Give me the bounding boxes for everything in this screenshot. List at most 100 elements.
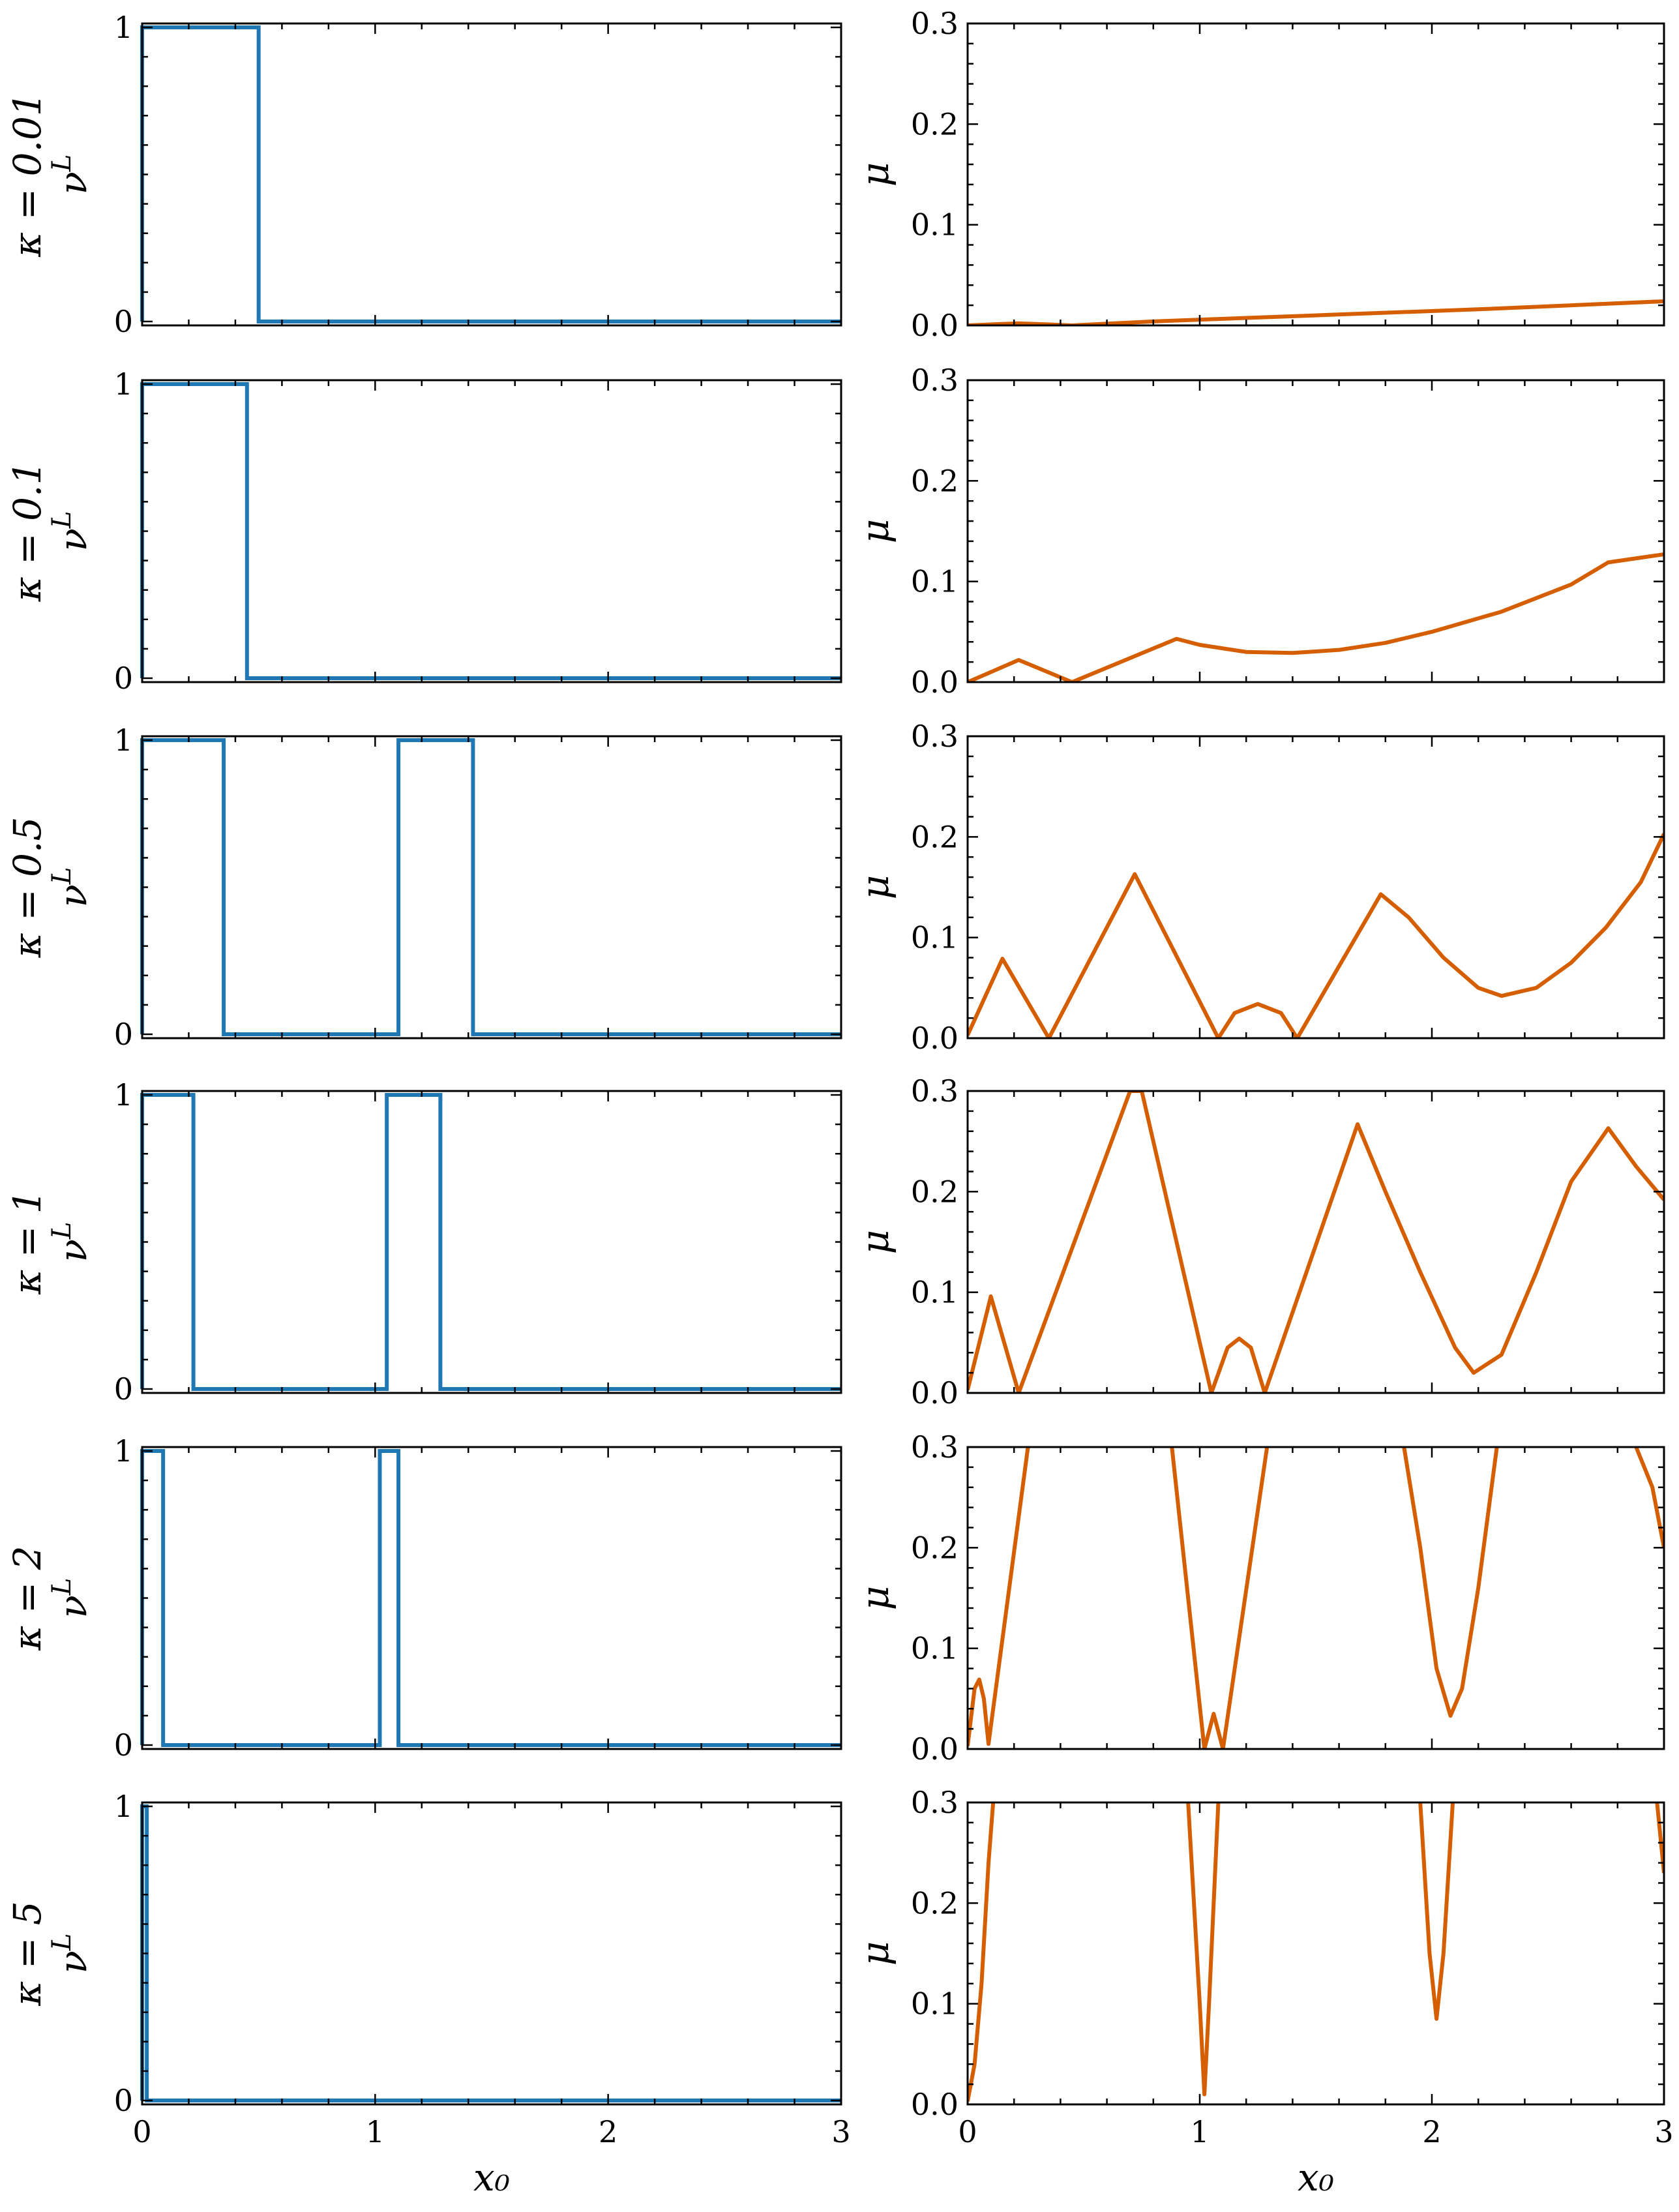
mu-series-line xyxy=(968,1447,1030,1746)
kappa-label: κ = 2 xyxy=(5,1546,50,1651)
mu-y-tick-label: 0.3 xyxy=(911,1073,958,1109)
kappa-label: κ = 0.01 xyxy=(5,92,50,258)
mu-series-line xyxy=(968,552,1664,682)
mu-y-axis-label: μ xyxy=(853,875,897,900)
mu-y-axis-label: μ xyxy=(853,1941,897,1966)
mu-y-tick-label: 0.2 xyxy=(911,1174,958,1209)
nu-y-axis-label: κ = 2 νL xyxy=(5,1546,95,1651)
kappa-label: κ = 0.1 xyxy=(5,461,50,603)
nu-panel: 0 1 κ = 0.01 νL xyxy=(5,10,842,339)
nu-superscript: L xyxy=(47,867,77,886)
mu-panel: 0.0 0.1 0.2 0.3 μ xyxy=(853,1073,1665,1411)
nu-series-line xyxy=(140,1804,841,2102)
mu-y-tick-label: 0.1 xyxy=(911,207,958,243)
mu-y-tick-label: 0.0 xyxy=(911,1375,958,1411)
nu-symbol: ν xyxy=(51,1595,95,1618)
nu-series-line xyxy=(140,738,841,1036)
nu-symbol-label: νL xyxy=(47,1934,95,1974)
nu-y-axis-label: κ = 0.5 νL xyxy=(5,817,95,959)
mu-axes-frame xyxy=(966,735,1665,1039)
nu-axes-frame xyxy=(141,22,842,327)
mu-y-tick-label: 0.3 xyxy=(911,719,958,754)
x-tick-label: 2 xyxy=(599,2114,617,2149)
nu-y-axis-label: κ = 1 νL xyxy=(5,1189,95,1294)
mu-y-tick-label: 0.0 xyxy=(911,1021,958,1056)
nu-y-tick-label: 1 xyxy=(114,1077,133,1113)
nu-symbol: ν xyxy=(51,172,95,194)
nu-axes-frame xyxy=(141,1446,842,1750)
x-axis-label: x₀ xyxy=(473,2155,510,2200)
mu-y-tick-label: 0.3 xyxy=(911,1429,958,1465)
kappa-label: κ = 0.5 xyxy=(5,817,50,959)
mu-axes-frame xyxy=(966,1446,1665,1750)
mu-y-tick-label: 0.1 xyxy=(911,1631,958,1666)
mu-series-line xyxy=(968,833,1664,1038)
nu-y-tick-label: 0 xyxy=(114,1727,133,1763)
nu-superscript: L xyxy=(47,1578,77,1596)
nu-panel: 0 1 κ = 5 νL 0 1 2 3 x₀ xyxy=(5,1789,851,2200)
x-tick-label: 2 xyxy=(1422,2114,1441,2149)
nu-y-tick-label: 1 xyxy=(114,366,133,402)
x-tick-label: 1 xyxy=(366,2114,385,2149)
mu-y-tick-label: 0.1 xyxy=(911,1986,958,2022)
mu-y-axis-label: μ xyxy=(853,519,897,544)
mu-y-tick-label: 0.0 xyxy=(911,1731,958,1767)
nu-panel: 0 1 κ = 0.5 νL xyxy=(5,723,842,1052)
nu-y-axis-label: κ = 0.1 νL xyxy=(5,461,95,603)
x-axis-label: x₀ xyxy=(1298,2155,1334,2200)
nu-series-line xyxy=(140,25,841,323)
mu-symbol: μ xyxy=(853,1941,897,1966)
mu-series-line xyxy=(968,1091,1664,1393)
nu-symbol-label: νL xyxy=(47,155,95,195)
kappa-label: κ = 1 xyxy=(5,1189,50,1294)
mu-series-line xyxy=(968,299,1664,325)
nu-superscript: L xyxy=(47,155,77,173)
nu-y-tick-label: 1 xyxy=(114,723,133,758)
nu-y-tick-label: 1 xyxy=(114,1433,133,1469)
nu-y-tick-label: 0 xyxy=(114,661,133,696)
nu-y-axis-label: κ = 5 νL xyxy=(5,1901,95,2006)
nu-symbol: ν xyxy=(51,1239,95,1262)
mu-y-tick-label: 0.3 xyxy=(911,6,958,41)
nu-y-axis-label: κ = 0.01 νL xyxy=(5,92,95,258)
mu-panel: 0.0 0.1 0.2 0.3 μ 0 1 2 3 x₀ xyxy=(853,1785,1674,2200)
nu-symbol-label: νL xyxy=(47,1222,95,1263)
mu-y-axis-label: μ xyxy=(853,1586,897,1611)
mu-axes-frame xyxy=(966,1090,1665,1394)
mu-series-line xyxy=(1186,1802,1221,2097)
mu-axes-frame xyxy=(966,1801,1665,2106)
mu-panel: 0.0 0.1 0.2 0.3 μ xyxy=(853,1429,1665,1767)
nu-symbol: ν xyxy=(51,1950,95,1973)
nu-superscript: L xyxy=(47,1222,77,1240)
x-tick-label: 0 xyxy=(958,2114,977,2149)
mu-y-tick-label: 0.1 xyxy=(911,564,958,599)
mu-y-tick-label: 0.3 xyxy=(911,363,958,398)
nu-axes-frame xyxy=(141,735,842,1039)
mu-series-line xyxy=(1402,1447,1499,1718)
row-6: 0 1 κ = 5 νL 0 1 2 3 x₀ 0.0 0.1 0.2 0.3 μ 0 1 2 3 x₀ xyxy=(5,1785,1674,2200)
mu-y-tick-label: 0.2 xyxy=(911,819,958,854)
nu-symbol-label: νL xyxy=(47,867,95,908)
mu-series-line xyxy=(968,1802,996,2102)
mu-symbol: μ xyxy=(853,519,897,544)
row-3: 0 1 κ = 0.5 νL 0.0 0.1 0.2 0.3 μ xyxy=(5,719,1665,1056)
nu-axes-frame xyxy=(141,1801,842,2106)
mu-y-tick-label: 0.2 xyxy=(911,1885,958,1921)
mu-panel: 0.0 0.1 0.2 0.3 μ xyxy=(853,719,1665,1056)
nu-axes-frame xyxy=(141,1090,842,1394)
mu-y-axis-label: μ xyxy=(853,162,897,187)
nu-superscript: L xyxy=(47,1934,77,1952)
row-4: 0 1 κ = 1 νL 0.0 0.1 0.2 0.3 μ xyxy=(5,1073,1665,1411)
nu-symbol: ν xyxy=(51,884,95,907)
nu-series-line xyxy=(140,1093,841,1391)
nu-y-tick-label: 1 xyxy=(114,10,133,45)
nu-symbol: ν xyxy=(51,528,95,551)
mu-series-line xyxy=(1634,1447,1664,1548)
nu-symbol-label: νL xyxy=(47,1578,95,1619)
nu-superscript: L xyxy=(47,511,77,530)
nu-symbol-label: νL xyxy=(47,511,95,552)
nu-series-line xyxy=(140,382,841,680)
mu-symbol: μ xyxy=(853,1586,897,1611)
nu-series-line xyxy=(140,1449,841,1747)
